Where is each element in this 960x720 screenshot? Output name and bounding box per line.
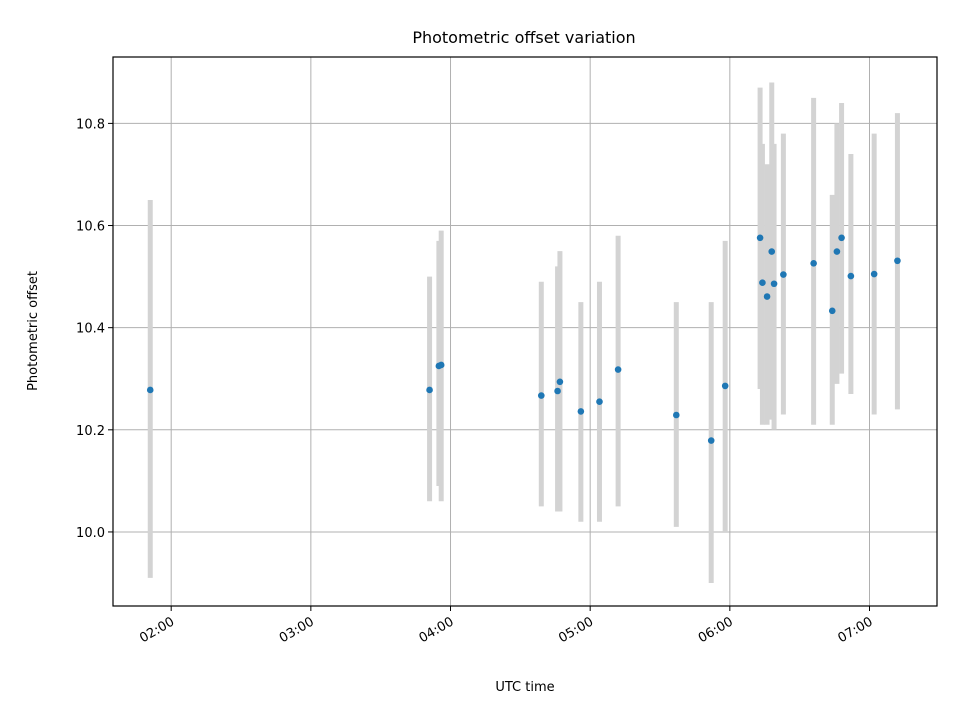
data-point	[672, 411, 680, 419]
data-point	[833, 248, 841, 255]
y-axis-ticks: 10.0 10.2 10.4 10.6 10.8	[76, 117, 113, 541]
grid	[113, 57, 937, 606]
y-tick-label: 10.2	[76, 424, 105, 439]
data-point	[537, 392, 545, 399]
data-point	[426, 386, 433, 394]
x-tick-label: 02:00	[137, 614, 177, 646]
x-tick-label: 03:00	[277, 614, 317, 646]
y-tick-label: 10.6	[76, 220, 105, 235]
data-point	[146, 386, 154, 394]
x-tick-label: 04:00	[417, 614, 457, 646]
data-point	[768, 248, 776, 255]
data-point	[577, 408, 585, 415]
y-tick-label: 10.8	[76, 117, 105, 132]
data-point	[756, 234, 764, 242]
data-point	[838, 234, 845, 242]
data-point	[780, 271, 787, 278]
data-point	[828, 307, 836, 315]
data-point	[614, 366, 622, 373]
data-points	[146, 234, 901, 444]
error-bars	[147, 82, 900, 584]
plot-frame	[112, 56, 938, 607]
x-tick-label: 06:00	[696, 614, 736, 646]
x-tick-label: 05:00	[556, 614, 596, 646]
x-axis-ticks: 02:00 03:00 04:00 05:00 06:00 07:00	[137, 606, 875, 646]
data-point	[763, 293, 771, 300]
data-point	[437, 361, 445, 369]
data-point	[870, 270, 878, 278]
data-point	[556, 378, 564, 386]
data-point	[810, 260, 817, 267]
data-point	[554, 387, 561, 395]
y-axis-label: Photometric offset	[26, 271, 41, 391]
data-point	[707, 437, 715, 444]
data-point	[759, 279, 766, 287]
data-point	[847, 272, 855, 280]
y-tick-label: 10.4	[76, 322, 105, 337]
data-point	[596, 398, 603, 406]
chart-title: Photometric offset variation	[412, 28, 635, 47]
data-point	[721, 382, 729, 390]
data-point	[894, 257, 901, 265]
y-tick-label: 10.0	[76, 526, 105, 541]
x-tick-label: 07:00	[836, 614, 876, 646]
x-axis-label: UTC time	[495, 680, 554, 695]
data-point	[770, 280, 778, 288]
